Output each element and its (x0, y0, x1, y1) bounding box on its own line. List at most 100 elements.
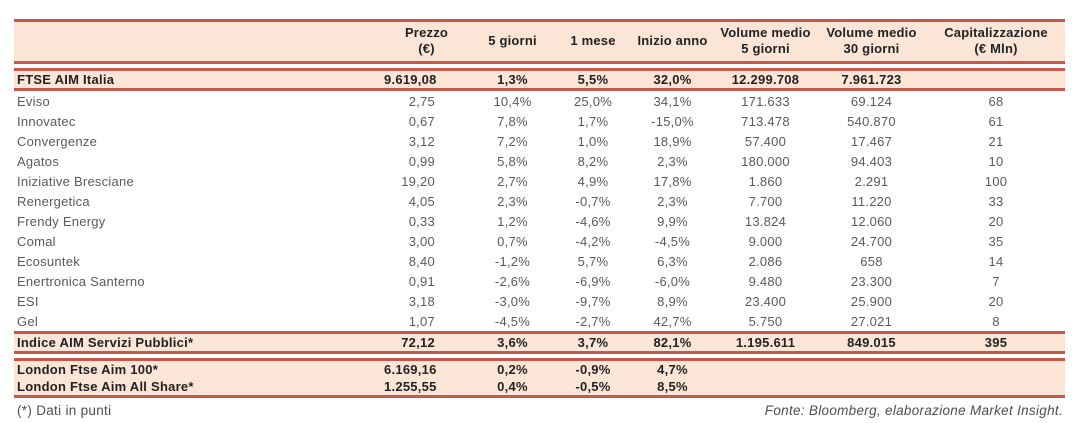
value-cell-inizio: 8,5% (657, 379, 688, 394)
footnote-text: (*) Dati in punti (17, 403, 112, 418)
value-cell-inizio: 34,1% (653, 93, 692, 109)
value-cell-vol30: 17.467 (850, 133, 893, 149)
value-cell-vol5: 171.633 (741, 93, 790, 109)
value-cell-vol5: 12.299.708 (731, 72, 800, 87)
value-cell-1m: 25,0% (573, 93, 613, 109)
value-cell-inizio: -4,5% (654, 233, 691, 249)
value-cell-inizio: 2,3% (657, 153, 688, 169)
value-cell-vol30: 7.961.723 (841, 72, 902, 87)
value-cell-vol30: 69.124 (850, 93, 893, 109)
row-name-cell: Agatos (17, 153, 59, 169)
value-cell-vol5: 1.195.611 (735, 335, 796, 350)
value-cell-prezzo: 72,12 (401, 335, 435, 350)
value-cell-vol5: 5.750 (748, 313, 783, 329)
value-cell-5g: -2,6% (494, 273, 531, 289)
value-cell-1m: -4,2% (575, 233, 611, 249)
row-name-cell: Indice AIM Servizi Pubblici* (17, 335, 194, 350)
value-cell-5g: 0,2% (497, 362, 528, 377)
value-cell-vol30: 94.403 (850, 153, 893, 169)
value-cell-vol30: 27.021 (850, 313, 893, 329)
table-row: London Ftse Aim 100* 6.169,16 0,2% -0,9% 4,7… (14, 361, 1065, 378)
value-cell-vol5: 1.860 (748, 173, 783, 189)
value-cell-5g: -3,0% (494, 293, 531, 309)
value-cell-cap: 10 (988, 153, 1004, 169)
value-cell-cap: 7 (992, 273, 1000, 289)
value-cell-vol30: 23.300 (850, 273, 893, 289)
stock-rows-section: Eviso 2,75 10,4% 25,0% 34,1% 171.633 69.124 68 I… (14, 91, 1065, 331)
row-name-cell: Renergetica (17, 193, 90, 209)
row-name-cell: Comal (17, 233, 56, 249)
value-cell-inizio: 17,8% (653, 173, 692, 189)
table-footer: (*) Dati in punti Fonte: Bloomberg, elab… (14, 403, 1065, 418)
table-row: ESI 3,18 -3,0% -9,7% 8,9% 23.400 25.900 20 (14, 291, 1065, 311)
value-cell-inizio: -6,0% (654, 273, 691, 289)
value-cell-prezzo: 8,40 (408, 253, 435, 269)
value-cell-prezzo: 0,67 (408, 113, 435, 129)
value-cell-1m: -6,9% (575, 273, 611, 289)
table-row: Gel 1,07 -4,5% -2,7% 42,7% 5.750 27.021 8 (14, 311, 1065, 331)
header-cell-inizio: Inizio anno (637, 33, 708, 48)
value-cell-5g: 2,3% (497, 193, 528, 209)
value-cell-vol5: 713.478 (741, 113, 790, 129)
value-cell-1m: -9,7% (575, 293, 611, 309)
table-row: Comal 3,00 0,7% -4,2% -4,5% 9.000 24.700 35 (14, 231, 1065, 251)
row-name-cell: London Ftse Aim All Share* (17, 379, 194, 394)
value-cell-1m: 4,9% (577, 173, 609, 189)
value-cell-prezzo: 0,99 (408, 153, 435, 169)
value-cell-1m: -0,7% (575, 193, 611, 209)
row-name-cell: London Ftse Aim 100* (17, 362, 159, 377)
value-cell-prezzo: 9.619,08 (384, 72, 437, 87)
value-cell-prezzo: 1.255,55 (384, 379, 437, 394)
value-cell-1m: 5,5% (577, 72, 609, 87)
value-cell-vol30: 2.291 (854, 173, 889, 189)
value-cell-vol5: 2.086 (748, 253, 783, 269)
market-data-table: Prezzo (€) 5 giorni 1 mese Inizio anno Volume… (14, 19, 1065, 418)
table-row: Frendy Energy 0,33 1,2% -4,6% 9,9% 13.824 12.0… (14, 211, 1065, 231)
value-cell-1m: -0,9% (575, 362, 611, 377)
header-cell-cap: Capitalizzazione (€ Mln) (944, 25, 1048, 56)
value-cell-prezzo: 0,91 (408, 273, 435, 289)
table-row: Indice AIM Servizi Pubblici* 72,12 3,6% 3,7… (14, 334, 1065, 351)
value-cell-cap: 20 (988, 213, 1004, 229)
row-name-cell: Ecosuntek (17, 253, 80, 269)
row-name-cell: Innovatec (17, 113, 76, 129)
table-row: Enertronica Santerno 0,91 -2,6% -6,9% -6,0% 9… (14, 271, 1065, 291)
value-cell-1m: -0,5% (575, 379, 611, 394)
value-cell-vol30: 849.015 (847, 335, 896, 350)
value-cell-5g: 1,3% (497, 72, 528, 87)
table-row: Ecosuntek 8,40 -1,2% 5,7% 6,3% 2.086 658 14 (14, 251, 1065, 271)
value-cell-prezzo: 1,07 (408, 313, 435, 329)
row-name-cell: Frendy Energy (17, 213, 106, 229)
value-cell-vol30: 540.870 (847, 113, 896, 129)
value-cell-1m: -2,7% (575, 313, 611, 329)
value-cell-vol5: 9.000 (748, 233, 783, 249)
value-cell-inizio: 82,1% (653, 335, 692, 350)
value-cell-vol30: 11.220 (851, 193, 892, 209)
value-cell-1m: -4,6% (575, 213, 611, 229)
value-cell-prezzo: 19,20 (401, 173, 435, 189)
value-cell-5g: 7,2% (497, 133, 528, 149)
value-cell-cap: 68 (988, 93, 1004, 109)
value-cell-inizio: 18,9% (653, 133, 692, 149)
value-cell-vol30: 12.060 (850, 213, 893, 229)
value-cell-cap: 8 (992, 313, 1000, 329)
value-cell-inizio: 4,7% (657, 362, 688, 377)
value-cell-5g: 0,4% (497, 379, 528, 394)
table-body: FTSE AIM Italia 9.619,08 1,3% 5,5% 32,0% 12.2… (14, 68, 1065, 398)
table-row: Agatos 0,99 5,8% 8,2% 2,3% 180.000 94.403 10 (14, 151, 1065, 171)
value-cell-vol30: 25.900 (850, 293, 893, 309)
value-cell-5g: 7,8% (497, 113, 528, 129)
value-cell-vol30: 24.700 (850, 233, 893, 249)
header-cell-vol5: Volume medio 5 giorni (720, 25, 811, 56)
value-cell-vol5: 9.480 (748, 273, 783, 289)
value-cell-5g: 5,8% (497, 153, 528, 169)
table-row: FTSE AIM Italia 9.619,08 1,3% 5,5% 32,0% 12.2… (14, 71, 1065, 88)
highlight-band: London Ftse Aim 100* 6.169,16 0,2% -0,9% 4,7… (14, 358, 1065, 398)
value-cell-5g: -4,5% (494, 313, 531, 329)
row-name-cell: Iniziative Bresciane (17, 173, 134, 189)
value-cell-cap: 20 (988, 293, 1004, 309)
row-name-cell: Eviso (17, 93, 51, 109)
value-cell-inizio: 9,9% (657, 213, 688, 229)
table-row: Renergetica 4,05 2,3% -0,7% 2,3% 7.700 11.220 3… (14, 191, 1065, 211)
value-cell-inizio: 2,3% (657, 193, 688, 209)
